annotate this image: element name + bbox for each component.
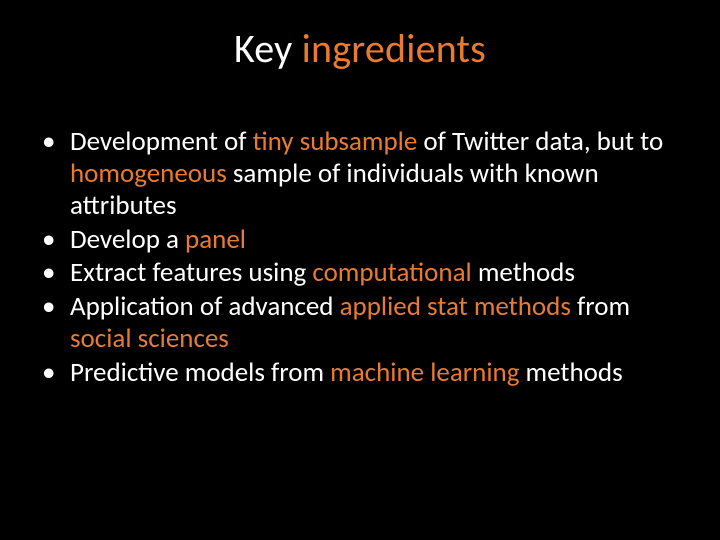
bullet-text: methods [519,356,622,389]
slide-title: Key ingredients [0,24,720,73]
bullet-highlight: applied stat methods [340,290,571,323]
bullet-text: Extract features using [70,256,312,289]
bullet-text: Predictive models from [70,356,330,389]
bullet-text: Development of [70,125,253,158]
bullet-text: methods [472,256,575,289]
bullet-highlight: panel [185,223,246,256]
list-item: Predictive models from machine learning … [34,357,692,389]
bullet-highlight: machine learning [330,356,519,389]
bullet-highlight: tiny subsample [253,125,418,158]
title-text-pre: Key [234,24,302,73]
list-item: Develop a panel [34,224,692,256]
bullet-text: Develop a [70,223,185,256]
bullet-text: of Twitter data, but to [417,125,663,158]
bullet-highlight: social sciences [70,322,229,355]
bullet-text: Application of advanced [70,290,340,323]
bullet-list: Development of tiny subsample of Twitter… [34,126,692,391]
slide: Key ingredients Development of tiny subs… [0,0,720,540]
bullet-highlight: homogeneous [70,157,227,190]
list-item: Application of advanced applied stat met… [34,291,692,355]
title-text-highlight: ingredients [302,24,486,73]
list-item: Extract features using computational met… [34,257,692,289]
bullet-text: from [571,290,630,323]
bullet-highlight: computational [312,256,471,289]
list-item: Development of tiny subsample of Twitter… [34,126,692,222]
